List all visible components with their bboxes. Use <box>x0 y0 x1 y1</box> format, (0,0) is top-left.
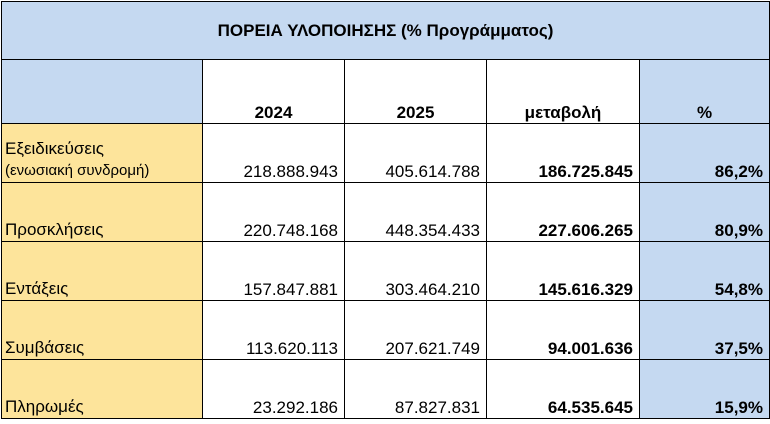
header-cell-percent[interactable]: % <box>639 59 770 124</box>
value-2025-cell[interactable]: 87.827.831 <box>344 359 487 419</box>
change-cell[interactable]: 227.606.265 <box>486 182 640 242</box>
percent-cell[interactable]: 54,8% <box>639 241 770 301</box>
percent-cell[interactable]: 80,9% <box>639 182 770 242</box>
table-title[interactable]: ΠΟΡΕΙΑ ΥΛΟΠΟΙΗΣΗΣ (% Προγράμματος) <box>1 1 770 60</box>
row-label-cell[interactable]: Προσκλήσεις <box>1 182 203 242</box>
row-label: Πληρωμές <box>5 397 84 416</box>
row-label: Προσκλήσεις <box>5 220 104 239</box>
value-2024-cell[interactable]: 220.748.168 <box>202 182 345 242</box>
row-label: Εντάξεις <box>5 279 69 298</box>
header-cell-change[interactable]: μεταβολή <box>486 59 640 124</box>
percent-cell[interactable]: 86,2% <box>639 123 770 183</box>
percent-cell[interactable]: 37,5% <box>639 300 770 360</box>
change-cell[interactable]: 186.725.845 <box>486 123 640 183</box>
header-cell-2025[interactable]: 2025 <box>344 59 487 124</box>
table-row: Συμβάσεις 113.620.113 207.621.749 94.001… <box>1 300 770 360</box>
value-2025-cell[interactable]: 303.464.210 <box>344 241 487 301</box>
row-label-cell[interactable]: Πληρωμές <box>1 359 203 419</box>
row-label-cell[interactable]: Συμβάσεις <box>1 300 203 360</box>
row-label-cell[interactable]: Εντάξεις <box>1 241 203 301</box>
change-cell[interactable]: 64.535.645 <box>486 359 640 419</box>
row-sublabel: (ενωσιακή συνδρομή) <box>5 162 150 179</box>
header-cell-2024[interactable]: 2024 <box>202 59 345 124</box>
table-row: Εξειδικεύσεις (ενωσιακή συνδρομή) 218.88… <box>1 123 770 183</box>
value-2025-cell[interactable]: 405.614.788 <box>344 123 487 183</box>
row-label: Εξειδικεύσεις <box>5 139 104 158</box>
value-2024-cell[interactable]: 157.847.881 <box>202 241 345 301</box>
value-2024-cell[interactable]: 113.620.113 <box>202 300 345 360</box>
change-cell[interactable]: 94.001.636 <box>486 300 640 360</box>
change-cell[interactable]: 145.616.329 <box>486 241 640 301</box>
title-row: ΠΟΡΕΙΑ ΥΛΟΠΟΙΗΣΗΣ (% Προγράμματος) <box>1 1 770 60</box>
value-2024-cell[interactable]: 23.292.186 <box>202 359 345 419</box>
value-2024-cell[interactable]: 218.888.943 <box>202 123 345 183</box>
row-label-cell[interactable]: Εξειδικεύσεις (ενωσιακή συνδρομή) <box>1 123 203 183</box>
value-2025-cell[interactable]: 448.354.433 <box>344 182 487 242</box>
percent-cell[interactable]: 15,9% <box>639 359 770 419</box>
table-row: Εντάξεις 157.847.881 303.464.210 145.616… <box>1 241 770 301</box>
header-row: 2024 2025 μεταβολή % <box>1 59 770 124</box>
table-row: Προσκλήσεις 220.748.168 448.354.433 227.… <box>1 182 770 242</box>
row-label: Συμβάσεις <box>5 338 85 357</box>
table-row: Πληρωμές 23.292.186 87.827.831 64.535.64… <box>1 359 770 419</box>
header-cell-empty[interactable] <box>1 59 203 124</box>
value-2025-cell[interactable]: 207.621.749 <box>344 300 487 360</box>
